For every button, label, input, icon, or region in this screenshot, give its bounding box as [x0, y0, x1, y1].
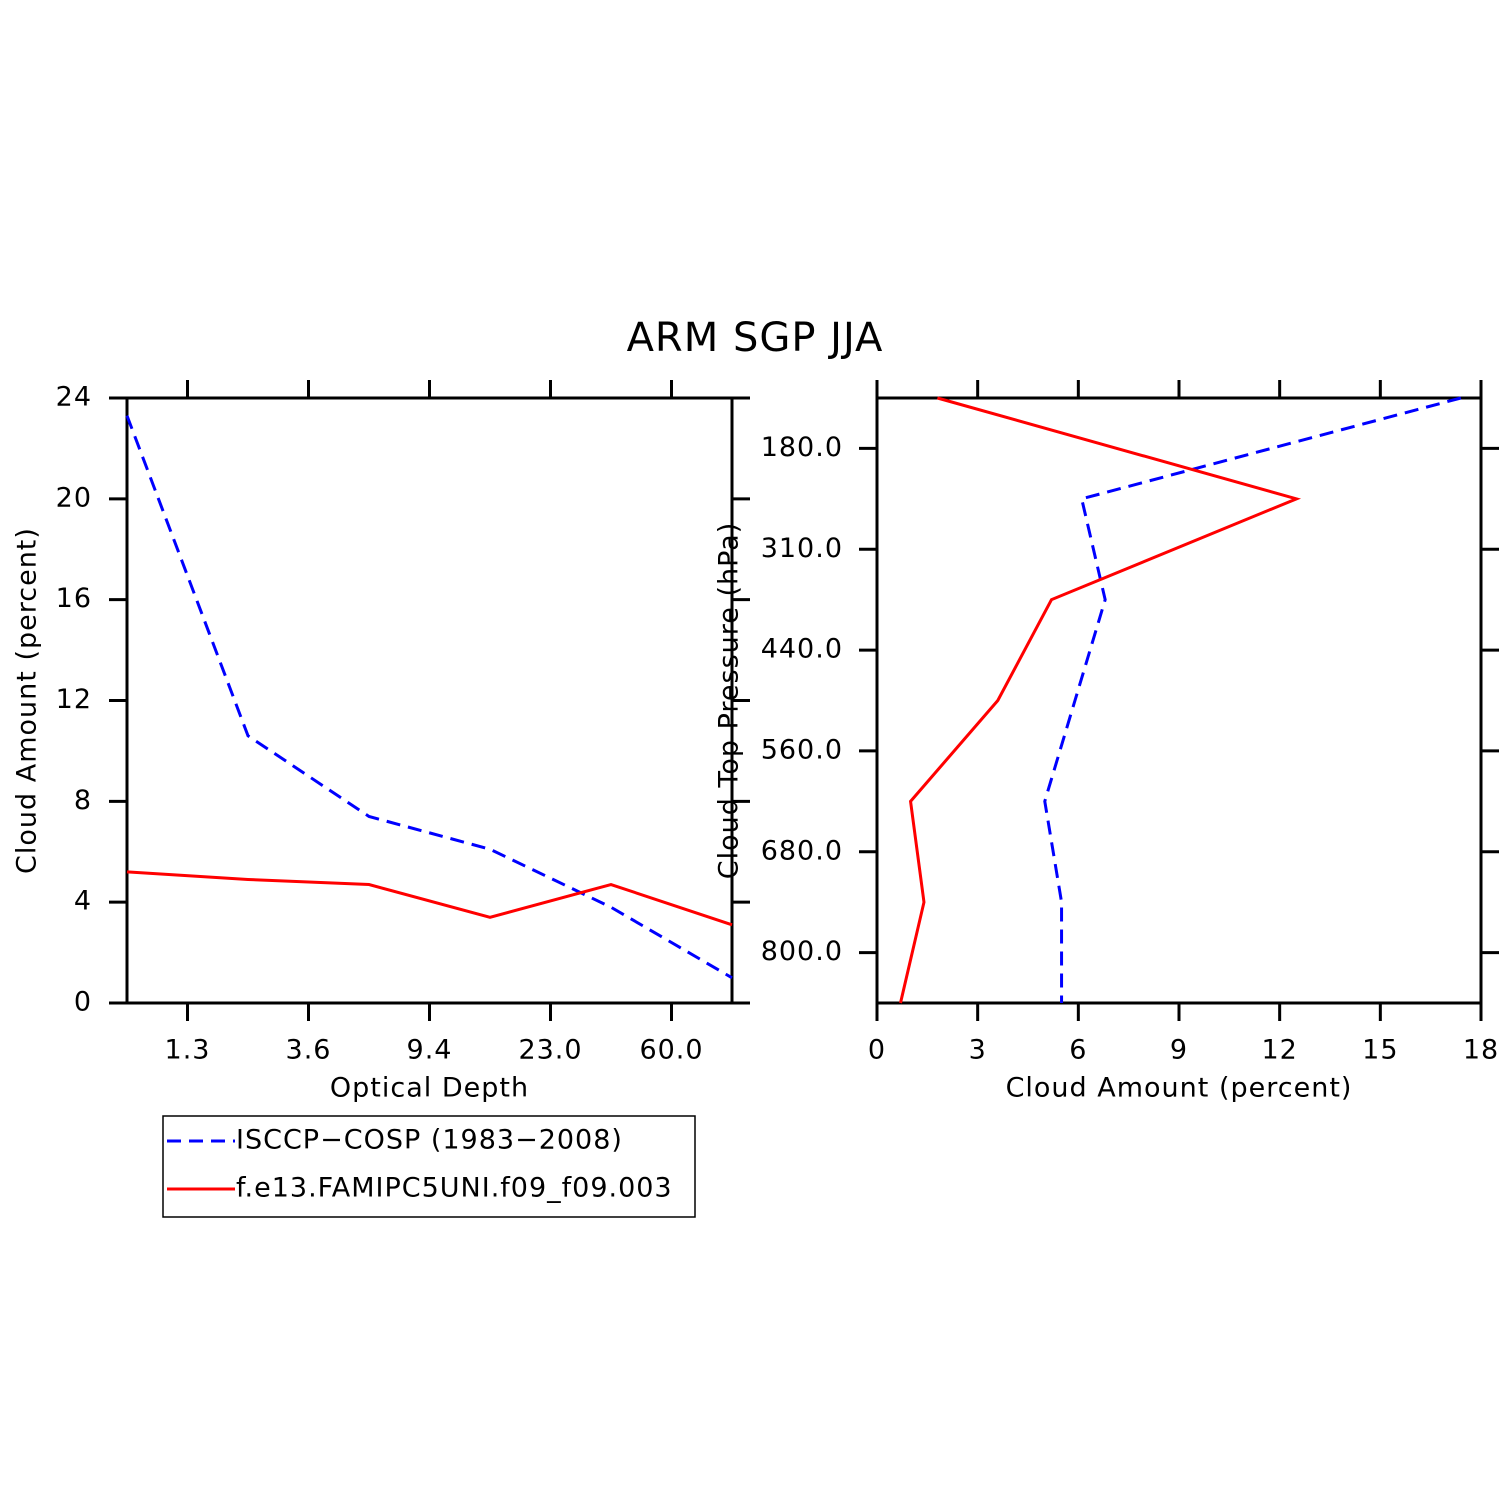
figure-title: ARM SGP JJA — [627, 315, 884, 361]
x-tick-label: 12 — [1261, 1035, 1297, 1066]
y-axis-title: Cloud Amount (percent) — [12, 527, 43, 874]
y-tick-label: 24 — [56, 382, 92, 413]
x-tick-label: 60.0 — [639, 1035, 703, 1066]
legend-box — [162, 1115, 696, 1218]
plot-frame — [125, 396, 734, 1005]
series-line — [126, 870, 733, 927]
y-tick-label: 560.0 — [761, 734, 843, 765]
y-tick-label: 4 — [74, 886, 92, 917]
legend-label: f.e13.FAMIPC5UNI.f09_f09.003 — [236, 1173, 673, 1204]
x-tick-label: 18 — [1463, 1035, 1499, 1066]
y-tick-label: 680.0 — [761, 835, 843, 866]
y-tick-label: 8 — [74, 785, 92, 816]
x-tick-label: 9 — [1170, 1035, 1188, 1066]
plot-frame — [875, 396, 1483, 1005]
y-tick-label: 0 — [74, 987, 92, 1018]
x-tick-label: 0 — [868, 1035, 886, 1066]
y-tick-label: 310.0 — [761, 533, 843, 564]
series-line — [125, 415, 733, 980]
y-tick-label: 180.0 — [761, 432, 843, 463]
legend-label: ISCCP−COSP (1983−2008) — [236, 1125, 623, 1156]
series-line — [1043, 396, 1462, 1003]
x-tick-label: 15 — [1362, 1035, 1398, 1066]
y-tick-label: 440.0 — [761, 634, 843, 665]
x-tick-label: 1.3 — [165, 1035, 211, 1066]
x-tick-label: 9.4 — [407, 1035, 453, 1066]
y-tick-label: 800.0 — [761, 936, 843, 967]
x-tick-label: 6 — [1069, 1035, 1087, 1066]
legend: ISCCP−COSP (1983−2008) f.e13.FAMIPC5UNI.f… — [162, 1115, 696, 1218]
x-axis-title: Cloud Amount (percent) — [1006, 1073, 1353, 1104]
x-tick-label: 23.0 — [518, 1035, 582, 1066]
y-tick-label: 20 — [56, 482, 92, 513]
y-tick-label: 16 — [56, 583, 92, 614]
series-line — [899, 396, 1302, 1004]
x-tick-label: 3.6 — [286, 1035, 332, 1066]
x-tick-label: 3 — [969, 1035, 987, 1066]
x-axis-title: Optical Depth — [330, 1073, 529, 1104]
y-tick-label: 12 — [56, 684, 92, 715]
y-axis-title: Cloud Top Pressure (hPa) — [714, 522, 745, 880]
